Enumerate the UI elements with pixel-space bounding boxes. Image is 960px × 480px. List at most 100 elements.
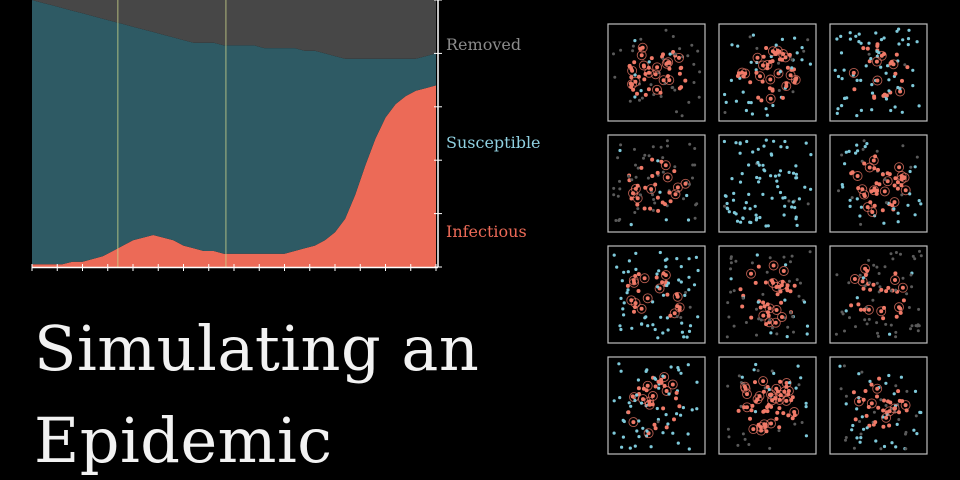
dot-removed bbox=[852, 446, 856, 450]
dot-susceptible bbox=[634, 251, 638, 255]
dot-infectious bbox=[887, 172, 892, 177]
dot-removed bbox=[844, 438, 847, 442]
dot-removed bbox=[693, 216, 697, 220]
dot-infectious bbox=[887, 423, 892, 428]
dot-susceptible bbox=[770, 196, 774, 200]
dot-infectious bbox=[875, 386, 880, 391]
dot-removed bbox=[901, 144, 905, 148]
dot-removed bbox=[837, 189, 840, 193]
dot-susceptible bbox=[618, 396, 622, 400]
dot-susceptible bbox=[882, 221, 886, 225]
dot-removed bbox=[688, 182, 691, 186]
dot-susceptible bbox=[855, 143, 859, 147]
dot-infectious bbox=[751, 427, 756, 432]
dot-removed bbox=[847, 281, 851, 285]
dot-removed bbox=[800, 421, 804, 424]
dot-susceptible bbox=[664, 218, 668, 222]
dot-infectious bbox=[893, 406, 897, 411]
infection-radius-ring bbox=[669, 308, 680, 319]
dot-infectious bbox=[653, 426, 658, 431]
dot-susceptible bbox=[677, 278, 681, 282]
dot-susceptible bbox=[686, 363, 690, 367]
dot-removed bbox=[891, 257, 895, 261]
dot-infectious bbox=[643, 185, 648, 190]
dot-susceptible bbox=[855, 436, 859, 440]
dot-susceptible bbox=[794, 172, 799, 176]
dot-susceptible bbox=[839, 51, 844, 55]
dot-susceptible bbox=[848, 204, 852, 208]
simulation-panel bbox=[607, 134, 706, 233]
dot-removed bbox=[684, 291, 688, 294]
dot-susceptible bbox=[773, 174, 778, 178]
dot-infectious bbox=[661, 406, 666, 411]
panel-border bbox=[829, 245, 928, 344]
dot-infectious bbox=[870, 210, 875, 214]
dot-removed bbox=[673, 165, 677, 169]
dot-infectious bbox=[899, 177, 904, 182]
dot-susceptible bbox=[884, 97, 889, 101]
dot-susceptible bbox=[621, 307, 625, 311]
dot-infectious bbox=[738, 287, 743, 292]
dot-removed bbox=[690, 43, 694, 47]
dot-removed bbox=[640, 96, 644, 100]
dot-susceptible bbox=[639, 401, 644, 405]
dot-removed bbox=[867, 258, 871, 262]
dot-infectious bbox=[664, 389, 669, 393]
infection-radius-ring bbox=[660, 270, 671, 281]
dot-infectious bbox=[875, 78, 880, 83]
dot-susceptible bbox=[897, 42, 901, 46]
dot-susceptible bbox=[835, 111, 839, 115]
dot-infectious bbox=[735, 74, 740, 78]
dot-removed bbox=[878, 285, 882, 289]
infection-radius-ring bbox=[881, 412, 892, 423]
infection-radius-ring bbox=[848, 67, 859, 78]
dot-infectious bbox=[778, 379, 783, 384]
dot-susceptible bbox=[626, 270, 630, 274]
infection-radius-ring bbox=[867, 207, 878, 217]
dot-infectious bbox=[865, 46, 870, 51]
infection-radius-ring bbox=[770, 317, 781, 328]
dot-infectious bbox=[742, 384, 747, 389]
dot-infectious bbox=[892, 200, 897, 205]
infection-radius-ring bbox=[767, 395, 778, 406]
dot-infectious bbox=[633, 186, 638, 191]
dot-removed bbox=[679, 316, 683, 319]
dot-infectious bbox=[782, 389, 787, 394]
dot-infectious bbox=[857, 399, 861, 404]
dot-infectious bbox=[673, 192, 678, 197]
dot-susceptible bbox=[790, 66, 794, 70]
dot-infectious bbox=[650, 157, 655, 162]
dot-susceptible bbox=[887, 78, 891, 82]
infection-radius-ring bbox=[654, 283, 665, 294]
dot-susceptible bbox=[804, 141, 808, 145]
dot-infectious bbox=[754, 70, 759, 75]
dot-infectious bbox=[886, 285, 891, 290]
dot-infectious bbox=[777, 425, 782, 430]
dot-removed bbox=[909, 165, 913, 169]
dot-infectious bbox=[674, 390, 679, 395]
dot-infectious bbox=[766, 313, 771, 318]
dot-infectious bbox=[653, 72, 658, 77]
dot-infectious bbox=[756, 95, 761, 100]
dot-susceptible bbox=[772, 139, 776, 143]
dot-removed bbox=[883, 265, 887, 269]
dot-infectious bbox=[893, 278, 897, 282]
dot-removed bbox=[808, 250, 812, 254]
dot-susceptible bbox=[855, 114, 859, 118]
dot-susceptible bbox=[917, 199, 921, 203]
dot-susceptible bbox=[919, 202, 923, 206]
dot-removed bbox=[755, 307, 758, 311]
dot-susceptible bbox=[865, 426, 869, 430]
infection-radius-ring bbox=[755, 422, 766, 433]
dot-susceptible bbox=[661, 331, 665, 335]
dot-infectious bbox=[736, 408, 741, 413]
dot-removed bbox=[793, 422, 797, 426]
dot-removed bbox=[875, 281, 879, 285]
simulation-panel bbox=[718, 245, 817, 344]
dot-susceptible bbox=[694, 255, 699, 259]
dot-removed bbox=[732, 289, 736, 293]
dot-susceptible bbox=[690, 408, 694, 412]
dot-infectious bbox=[786, 413, 791, 418]
dot-susceptible bbox=[754, 218, 759, 222]
